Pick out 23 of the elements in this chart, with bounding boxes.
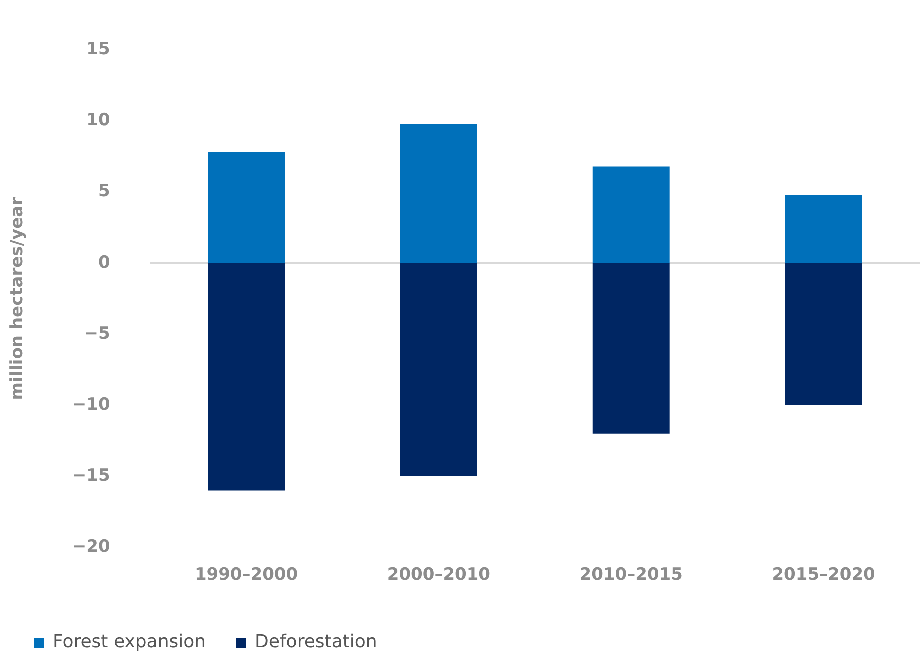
bar (592, 263, 670, 434)
x-tick-label: 2000–2010 (387, 565, 491, 586)
legend-label: Forest expansion (53, 632, 206, 653)
bar (208, 152, 285, 264)
x-tick-label: 1990–2000 (194, 565, 298, 586)
y-tick-label: 5 (98, 182, 110, 202)
bar (208, 263, 285, 491)
y-tick-label: 15 (86, 40, 110, 60)
y-tick-label: −10 (72, 394, 110, 415)
legend-label: Deforestation (255, 632, 378, 653)
bar (592, 166, 670, 264)
x-tick-label: 2010–2015 (580, 565, 683, 586)
bar (400, 124, 478, 264)
bar (785, 263, 862, 406)
y-tick-label: −15 (72, 466, 110, 486)
bar (785, 195, 862, 264)
y-axis-title: million hectares/year (8, 196, 28, 400)
y-tick-label: −5 (84, 324, 110, 344)
y-tick-label: 10 (86, 110, 110, 131)
y-tick-label: 0 (98, 252, 110, 273)
y-tick-label: −20 (72, 537, 110, 558)
bar (400, 263, 478, 477)
x-tick-label: 2015–2020 (772, 565, 876, 586)
